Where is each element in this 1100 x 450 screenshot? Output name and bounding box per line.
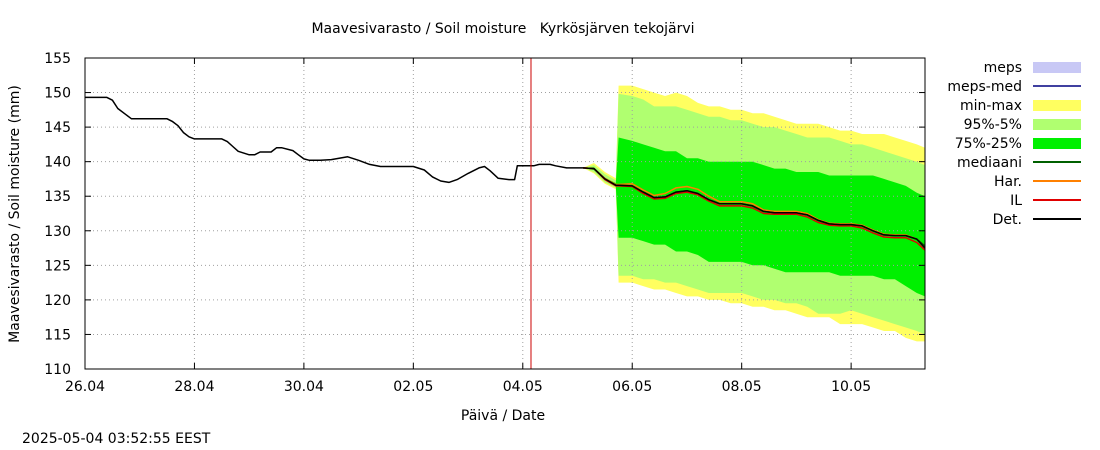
legend-label-p75_25: 75%-25% [955, 136, 1022, 152]
band-75-25 [583, 137, 925, 297]
legend-swatch-meps [1033, 62, 1081, 73]
y-axis-ticks: 110 115 120 125 130 135 140 145 150 155 [44, 51, 925, 378]
series-line-observed [85, 96, 583, 184]
legend-swatch-minmax [1033, 100, 1081, 111]
legend-label-minmax: min-max [960, 98, 1022, 114]
legend-label-meps_med: meps-med [947, 79, 1022, 95]
x-tick-label: 28.04 [174, 379, 214, 395]
y-tick-label: 150 [44, 86, 71, 102]
legend-swatch-p95_5 [1033, 119, 1081, 130]
y-tick-label: 145 [44, 120, 71, 136]
x-tick-label: 04.05 [503, 379, 543, 395]
legend-label-mediaani: mediaani [957, 155, 1022, 171]
y-tick-label: 155 [44, 51, 71, 67]
y-tick-label: 125 [44, 258, 71, 274]
series-line-det [582, 167, 926, 249]
legend-swatch-p75_25 [1033, 138, 1081, 149]
y-tick-label: 120 [44, 293, 71, 309]
legend-label-det: Det. [993, 212, 1022, 228]
x-tick-label: 30.04 [284, 379, 324, 395]
y-tick-label: 130 [44, 224, 71, 240]
series-line-il [582, 167, 926, 251]
legend: meps meps-med min-max 95%-5% 75%-25% mediaani… [947, 60, 1081, 228]
x-tick-label: 26.04 [65, 379, 105, 395]
y-tick-label: 110 [44, 362, 71, 378]
y-tick-label: 140 [44, 155, 71, 171]
legend-label-har: Har. [994, 174, 1022, 190]
legend-label-p95_5: 95%-5% [964, 117, 1022, 133]
legend-label-meps: meps [984, 60, 1022, 76]
timestamp: 2025-05-04 03:52:55 EEST [22, 431, 211, 447]
x-tick-label: 06.05 [612, 379, 652, 395]
plot-frame [84, 57, 926, 370]
x-tick-label: 08.05 [722, 379, 762, 395]
legend-label-il: IL [1010, 193, 1022, 209]
y-tick-label: 135 [44, 189, 71, 205]
grid-lines [85, 58, 925, 369]
x-tick-label: 02.05 [393, 379, 433, 395]
y-axis-label: Maavesivarasto / Soil moisture (mm) [7, 85, 23, 343]
series-lines [85, 58, 926, 369]
y-tick-label: 115 [44, 327, 71, 343]
x-axis-label: Päivä / Date [461, 408, 545, 424]
chart-title: Maavesivarasto / Soil moisture Kyrkösjär… [311, 21, 694, 37]
x-tick-label: 10.05 [831, 379, 871, 395]
ensemble-bands [583, 85, 925, 342]
x-axis-ticks: 26.04 28.04 30.04 02.05 04.05 06.05 08.05 10.05 [65, 58, 871, 395]
